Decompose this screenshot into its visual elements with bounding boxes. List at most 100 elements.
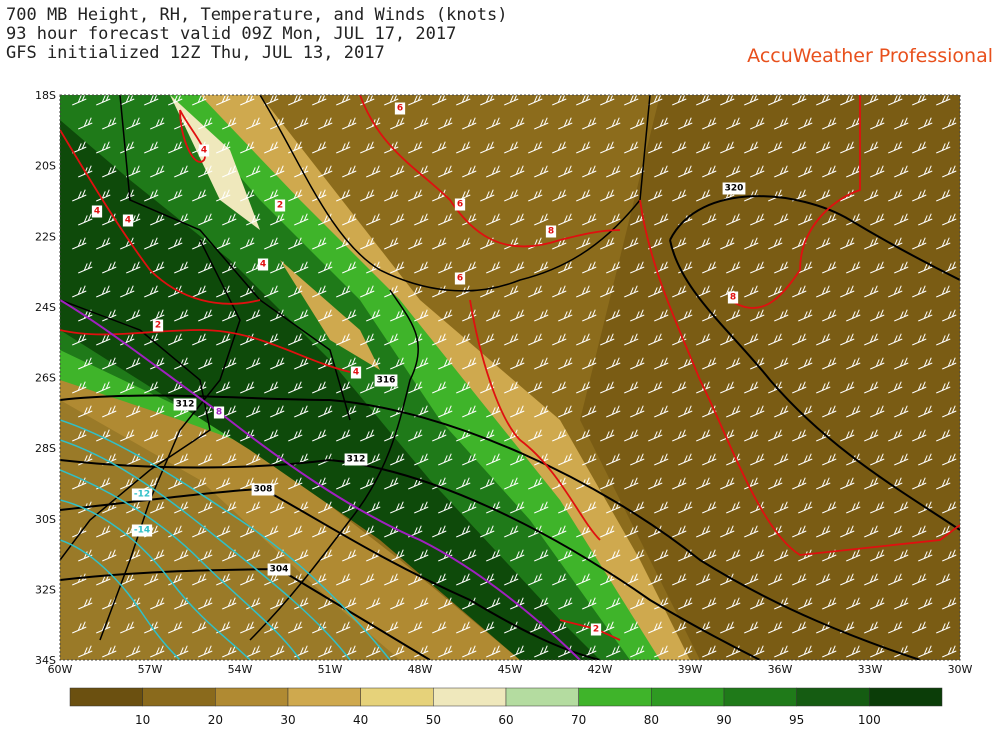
wind-barb [126,645,141,658]
wind-barb [318,261,333,274]
wind-barb [96,381,111,394]
wind-barb [654,645,669,658]
wind-barb [342,165,357,178]
wind-barb [216,95,231,106]
wind-barb [846,309,861,322]
wind-barb [534,645,549,658]
wind-barb [528,573,543,586]
wind-barb [864,477,879,490]
wind-barb [654,549,669,562]
colorbar-label: 95 [789,713,804,727]
wind-barb [288,477,303,490]
wind-barb [816,525,831,538]
wind-barb [438,597,453,610]
wind-barb [408,285,423,298]
wind-barb [816,285,831,298]
wind-barb [384,333,399,346]
wind-barb [72,141,87,154]
wind-barb [414,549,429,562]
wind-barb [792,141,807,154]
wind-barb [768,621,783,634]
wind-barb [792,477,807,490]
wind-barb [822,357,837,370]
wind-barb [408,381,423,394]
wind-barb [318,549,333,562]
wind-barb [192,333,207,346]
wind-barb [744,237,759,250]
wind-barb [960,430,974,441]
wind-barb [600,333,615,346]
wind-barb [384,285,399,298]
wind-barb [936,573,951,586]
wind-barb [630,549,645,562]
wind-barb [792,621,807,634]
wind-barb [144,429,159,442]
wind-barb [150,645,165,658]
wind-barb [816,237,831,250]
wind-barb [336,381,351,394]
wind-barb [72,95,87,106]
wind-barb [606,549,621,562]
wind-barb [870,117,885,130]
wind-barb [390,597,405,610]
wind-barb [726,549,741,562]
wind-barb [894,357,909,370]
latitude-label: 22S [35,230,56,243]
wind-barb [888,141,903,154]
wind-barb [318,501,333,514]
wind-barb [102,165,117,178]
wind-barb [822,453,837,466]
wind-barb [744,573,759,586]
wind-barb [366,165,381,178]
wind-barb [78,213,93,226]
wind-barb [168,429,183,442]
wind-barb [648,573,663,586]
wind-barb [126,117,141,130]
wind-barb [630,117,645,130]
wind-barb [534,261,549,274]
colorbar-swatch [505,687,579,707]
wind-barb [678,645,693,658]
wind-barb [888,477,903,490]
wind-barb [96,237,111,250]
wind-barb [438,117,453,130]
wind-barb [702,501,717,514]
wind-barb [336,141,351,154]
wind-barb [534,501,549,514]
wind-barb [312,95,327,106]
wind-barb [504,189,519,202]
wind-barb [456,525,471,538]
colorbar-label: 50 [426,713,441,727]
wind-barb [486,117,501,130]
wind-barb [696,189,711,202]
wind-barb [384,573,399,586]
wind-barb [798,501,813,514]
wind-barb [942,213,957,226]
wind-barb [504,477,519,490]
wind-barb [168,621,183,634]
wind-barb [342,645,357,658]
wind-barb [576,95,591,106]
wind-barb [864,237,879,250]
wind-barb [960,190,974,201]
wind-barb [246,405,261,418]
wind-barb [942,501,957,514]
wind-barb [936,429,951,442]
wind-barb [678,453,693,466]
wind-barb [918,357,933,370]
wind-barb [456,141,471,154]
wind-barb [120,621,135,634]
wind-barb [462,261,477,274]
contour-label: 308 [254,485,273,495]
wind-barb [600,141,615,154]
wind-barb [294,405,309,418]
wind-barb [870,357,885,370]
wind-barb [312,381,327,394]
wind-barb [918,213,933,226]
wind-barb [918,453,933,466]
wind-barb [822,501,837,514]
wind-barb [390,549,405,562]
wind-barb [774,261,789,274]
wind-barb [792,381,807,394]
wind-barb [144,285,159,298]
